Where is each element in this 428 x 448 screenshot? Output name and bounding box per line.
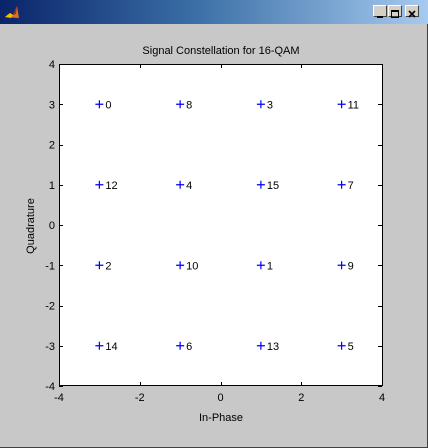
x-tick-label: -4: [54, 392, 64, 404]
y-tick-label: -4: [45, 381, 55, 393]
y-tick-label: -1: [45, 260, 55, 272]
constellation-point: 14: [95, 341, 118, 353]
matlab-logo-icon: [5, 6, 19, 18]
plus-marker: [95, 261, 104, 270]
y-axis-label: Quadrature: [25, 198, 37, 254]
point-label: 0: [105, 99, 111, 111]
point-label: 9: [348, 260, 354, 272]
point-label: 13: [267, 341, 279, 353]
x-tick-label: -2: [135, 392, 145, 404]
constellation-point: 10: [176, 260, 198, 272]
constellation-point: 12: [95, 180, 118, 192]
plus-marker: [95, 180, 104, 189]
plus-marker: [256, 180, 265, 189]
plus-marker: [337, 100, 346, 109]
constellation-point: 8: [176, 99, 192, 111]
constellation-point: 0: [95, 99, 112, 111]
point-label: 3: [267, 99, 273, 111]
point-label: 7: [348, 180, 354, 192]
plus-marker: [176, 341, 185, 350]
plus-marker: [256, 341, 265, 350]
point-label: 14: [105, 341, 117, 353]
point-label: 15: [267, 180, 279, 192]
constellation-points: 0 8 3 11 12 4 15 7 2 10 1 9 14 6 13 5: [95, 99, 359, 353]
point-label: 11: [348, 99, 359, 111]
y-tick-label: 3: [49, 99, 55, 111]
plus-marker: [176, 100, 185, 109]
constellation-point: 5: [337, 341, 354, 353]
point-label: 8: [186, 99, 192, 111]
x-tick-label: 2: [298, 392, 304, 404]
constellation-point: 13: [256, 341, 279, 353]
x-axis-label: In-Phase: [199, 412, 243, 424]
point-label: 4: [186, 180, 192, 192]
constellation-point: 9: [337, 260, 354, 272]
constellation-point: 1: [256, 260, 273, 272]
point-label: 1: [267, 260, 273, 272]
chart-title: Signal Constellation for 16-QAM: [142, 45, 299, 57]
y-tick-label: 0: [49, 220, 55, 232]
plus-marker: [176, 180, 185, 189]
constellation-point: 7: [337, 180, 354, 192]
plus-marker: [95, 341, 104, 350]
title-bar[interactable]: [0, 0, 428, 24]
constellation-point: 3: [256, 99, 273, 111]
x-tick-label: 0: [217, 392, 223, 404]
close-icon: [408, 10, 416, 18]
point-label: 12: [105, 180, 117, 192]
plus-marker: [337, 341, 346, 350]
constellation-point: 2: [95, 260, 112, 272]
point-label: 10: [186, 260, 198, 272]
y-tick-label: 4: [49, 59, 55, 71]
minimize-icon: [377, 16, 383, 18]
axes-background: [59, 64, 383, 386]
point-label: 5: [348, 341, 354, 353]
y-tick-label: 2: [49, 140, 55, 152]
maximize-icon: [391, 10, 399, 18]
constellation-point: 6: [176, 341, 192, 353]
constellation-point: 11: [337, 99, 359, 111]
constellation-point: 15: [256, 180, 279, 192]
plus-marker: [256, 100, 265, 109]
plus-marker: [337, 180, 346, 189]
x-tick-label: 4: [379, 392, 385, 404]
minimize-button[interactable]: [373, 5, 387, 18]
constellation-point: 4: [176, 180, 192, 192]
point-label: 2: [105, 260, 111, 272]
plus-marker: [176, 261, 185, 270]
point-label: 6: [186, 341, 192, 353]
plus-marker: [95, 100, 104, 109]
y-tick-label: 1: [49, 180, 55, 192]
plus-marker: [337, 261, 346, 270]
y-tick-label: -2: [45, 301, 55, 313]
maximize-button[interactable]: [388, 5, 402, 18]
y-tick-label: -3: [45, 341, 55, 353]
close-button[interactable]: [405, 5, 419, 18]
plus-marker: [256, 261, 265, 270]
